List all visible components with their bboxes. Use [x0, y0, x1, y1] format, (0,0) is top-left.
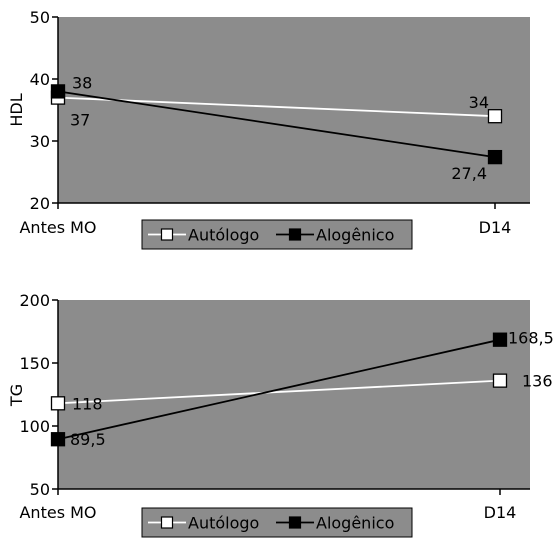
tg-point-autologo: [50, 396, 66, 411]
hdl-y-tick-label: 30: [30, 132, 50, 151]
tg-x-ticks: Antes MO D14: [19, 489, 516, 522]
tg-y-tick-label: 200: [19, 291, 50, 310]
tg-point-autologo: [492, 373, 508, 388]
hdl-point-autologo: [487, 109, 503, 124]
hdl-point-alogenico: [50, 84, 66, 99]
tg-legend-label-autologo: Autólogo: [188, 514, 259, 533]
hdl-y-ticks: 20 30 40 50: [30, 8, 58, 213]
hdl-series: 37 34 38 27,4: [50, 73, 503, 183]
tg-y-ticks: 50 100 150 200: [19, 291, 58, 499]
hdl-data-label: 38: [72, 73, 92, 92]
tg-series-line-autologo: [57, 379, 501, 405]
hdl-plot-area: [58, 17, 530, 203]
tg-x-tick-label: Antes MO: [19, 503, 96, 522]
hdl-chart: HDL 20 30 40 50 Antes MO D14 37 34 38 27,4 Autó…: [7, 8, 530, 250]
tg-legend-marker-autologo: [160, 516, 174, 529]
hdl-x-ticks: Antes MO D14: [19, 203, 511, 237]
hdl-data-label: 27,4: [451, 164, 487, 183]
hdl-y-tick-label: 50: [30, 8, 50, 27]
hdl-legend-marker-autologo: [160, 228, 174, 241]
tg-data-label: 89,5: [70, 430, 106, 449]
hdl-legend: Autólogo Alogênico: [141, 219, 413, 250]
tg-series-line-alogenico: [57, 338, 501, 441]
hdl-point-alogenico: [487, 149, 503, 165]
tg-y-axis-title: TG: [7, 384, 26, 407]
hdl-data-label: 34: [469, 93, 489, 112]
hdl-y-axis-title: HDL: [7, 93, 26, 126]
hdl-legend-label-autologo: Autólogo: [188, 226, 259, 245]
hdl-legend-marker-alogenico: [288, 228, 302, 241]
tg-y-tick-label: 100: [19, 417, 50, 436]
tg-chart: TG 50 100 150 200 Antes MO D14 118 136 89,5 168…: [7, 291, 554, 538]
tg-legend-label-alogenico: Alogênico: [316, 514, 394, 533]
tg-y-tick-label: 50: [30, 480, 50, 499]
tg-data-label: 168,5: [508, 329, 554, 348]
tg-point-alogenico: [492, 332, 508, 347]
tg-legend-marker-alogenico: [288, 516, 302, 529]
hdl-y-tick-label: 40: [30, 70, 50, 89]
tg-point-alogenico: [50, 432, 66, 447]
hdl-y-tick-label: 20: [30, 194, 50, 213]
tg-y-tick-label: 150: [19, 354, 50, 373]
hdl-series-line-alogenico: [57, 90, 496, 159]
tg-series: 118 136 89,5 168,5: [50, 329, 554, 449]
tg-data-label: 136: [522, 372, 553, 391]
hdl-legend-label-alogenico: Alogênico: [316, 226, 394, 245]
hdl-x-tick-label: Antes MO: [19, 218, 96, 237]
tg-x-tick-label: D14: [484, 503, 517, 522]
hdl-data-label: 37: [70, 111, 90, 130]
tg-legend: Autólogo Alogênico: [141, 507, 413, 538]
tg-plot-area: [58, 300, 530, 489]
hdl-series-line-autologo: [57, 96, 496, 118]
tg-data-label: 118: [72, 394, 103, 413]
hdl-x-tick-label: D14: [479, 218, 512, 237]
